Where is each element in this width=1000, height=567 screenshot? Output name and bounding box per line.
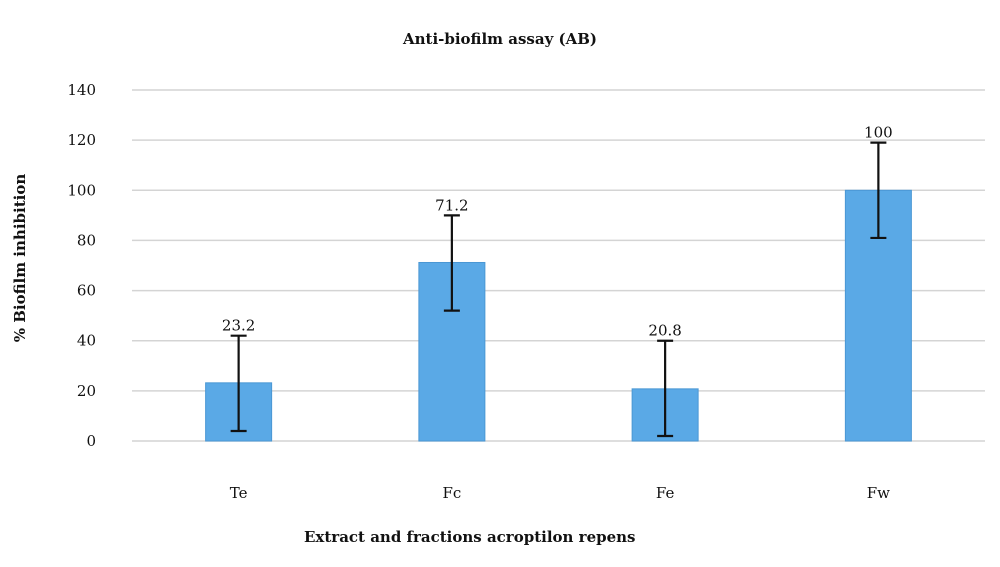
- y-tick-label: 120: [67, 131, 96, 149]
- y-tick-label: 60: [77, 282, 96, 300]
- x-tick-label: Te: [230, 484, 248, 502]
- y-tick-label: 40: [77, 332, 96, 350]
- chart-title: Anti-biofilm assay (AB): [402, 30, 598, 48]
- y-tick-label: 80: [77, 231, 96, 249]
- y-axis-label: % Biofilm inhibition: [11, 173, 29, 343]
- data-label: 71.2: [435, 196, 468, 214]
- data-label: 100: [864, 124, 893, 142]
- x-tick-label: Fe: [656, 484, 675, 502]
- y-tick-label: 20: [77, 382, 96, 400]
- y-tick-label: 0: [86, 432, 96, 450]
- x-tick-label: Fw: [867, 484, 890, 502]
- x-tick-label: Fc: [442, 484, 461, 502]
- x-axis-label: Extract and fractions acroptilon repens: [304, 528, 636, 546]
- y-tick-label: 100: [67, 181, 96, 199]
- y-tick-label: 140: [67, 81, 96, 99]
- data-label: 23.2: [222, 317, 255, 335]
- data-label: 20.8: [648, 322, 681, 340]
